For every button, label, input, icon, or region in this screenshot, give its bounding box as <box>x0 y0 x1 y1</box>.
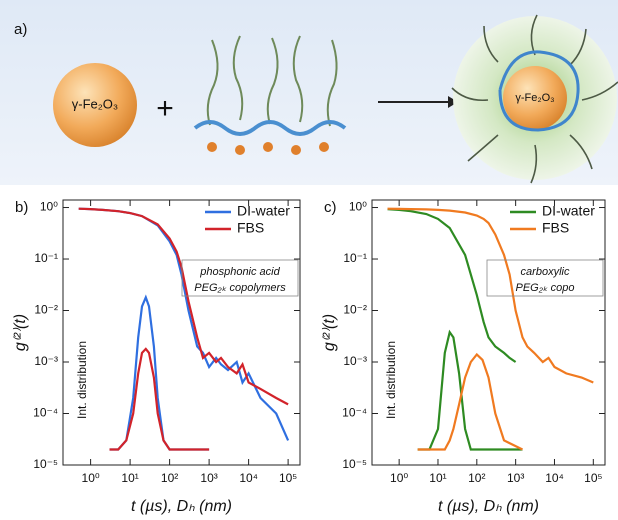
y-tick-label: 10⁻³ <box>34 354 58 368</box>
x-tick-label: 10⁴ <box>545 471 564 485</box>
y-tick-label: 10⁻⁴ <box>342 406 367 420</box>
arrow-head <box>448 96 458 108</box>
annotation: PEG₂ₖ copo <box>515 282 574 294</box>
correlation-line <box>78 207 289 406</box>
product-label: γ-Fe₂O₃ <box>515 92 554 104</box>
x-tick-label: 10² <box>161 471 178 485</box>
coating-backbone <box>498 50 580 132</box>
legend-label: FBS <box>237 220 264 236</box>
distribution-line <box>417 329 523 451</box>
y-axis-label: g⁽²⁾(t) <box>321 314 338 351</box>
annotation: PEG₂ₖ copolymers <box>194 282 286 294</box>
distribution-line <box>417 352 523 451</box>
x-tick-label: 10¹ <box>121 471 138 485</box>
y-tick-label: 10⁻⁵ <box>342 457 367 471</box>
coated-core <box>503 66 567 130</box>
legend-label: FBS <box>542 220 569 236</box>
plot-frame <box>62 199 301 466</box>
legend-label: DI-water <box>237 203 290 219</box>
correlation-line <box>387 208 517 363</box>
x-tick-label: 10⁵ <box>279 471 297 485</box>
x-tick-label: 10⁵ <box>584 471 602 485</box>
nanoparticle <box>53 63 137 147</box>
x-tick-label: 10⁰ <box>390 471 408 485</box>
panel-label: c) <box>324 199 337 216</box>
anchor-groups <box>207 142 329 155</box>
y-tick-label: 10⁻¹ <box>34 251 58 265</box>
annotation: phosphonic acid <box>199 266 280 278</box>
x-axis-label: t (µs), Dₕ (nm) <box>131 498 232 515</box>
inset-label: Int. distribution <box>384 341 398 419</box>
correlation-line <box>78 207 290 441</box>
legend-label: DI-water <box>542 203 595 219</box>
y-axis-label: g⁽²⁾(t) <box>12 314 29 351</box>
y-tick-label: 10⁻² <box>34 303 58 317</box>
panel-label: a) <box>14 21 27 38</box>
distribution-line <box>109 347 210 451</box>
x-tick-label: 10³ <box>200 471 217 485</box>
plot-frame <box>371 199 606 466</box>
chart: b) 10⁰ 10⁻¹ 10⁻² 10⁻³ 10⁻⁴ 10⁻⁵ 10⁰ 10¹ 10² 10³ 10⁴… <box>12 199 301 515</box>
plus-sign: + <box>156 92 174 125</box>
y-tick-label: 10⁰ <box>40 200 58 214</box>
peg-chains <box>206 35 338 127</box>
y-tick-label: 10⁰ <box>349 200 367 214</box>
schematic: a) γ-Fe₂O₃ + γ-Fe₂O₃ <box>0 0 618 185</box>
x-tick-label: 10² <box>468 471 485 485</box>
correlation-line <box>387 207 594 384</box>
inset-label: Int. distribution <box>75 341 89 419</box>
y-tick-label: 10⁻³ <box>343 354 367 368</box>
x-tick-label: 10⁰ <box>82 471 100 485</box>
chart: c) 10⁰ 10⁻¹ 10⁻² 10⁻³ 10⁻⁴ 10⁻⁵ 10⁰ 10¹ 10² 10³ 10⁴… <box>321 199 606 515</box>
panel-label: b) <box>15 199 28 216</box>
annotation-box <box>486 259 604 297</box>
plot-area <box>78 207 290 451</box>
annotation-box <box>181 259 299 297</box>
x-tick-label: 10¹ <box>429 471 446 485</box>
plot-area <box>387 207 594 451</box>
x-tick-label: 10⁴ <box>239 471 258 485</box>
y-tick-label: 10⁻⁵ <box>33 457 58 471</box>
core-label: γ-Fe₂O₃ <box>72 96 118 111</box>
y-tick-label: 10⁻¹ <box>343 251 367 265</box>
annotation: carboxylic <box>521 266 570 278</box>
polymer-backbone <box>193 120 347 136</box>
x-axis-label: t (µs), Dₕ (nm) <box>438 498 539 515</box>
y-tick-label: 10⁻⁴ <box>33 406 58 420</box>
x-tick-label: 10³ <box>507 471 524 485</box>
y-tick-label: 10⁻² <box>343 303 367 317</box>
